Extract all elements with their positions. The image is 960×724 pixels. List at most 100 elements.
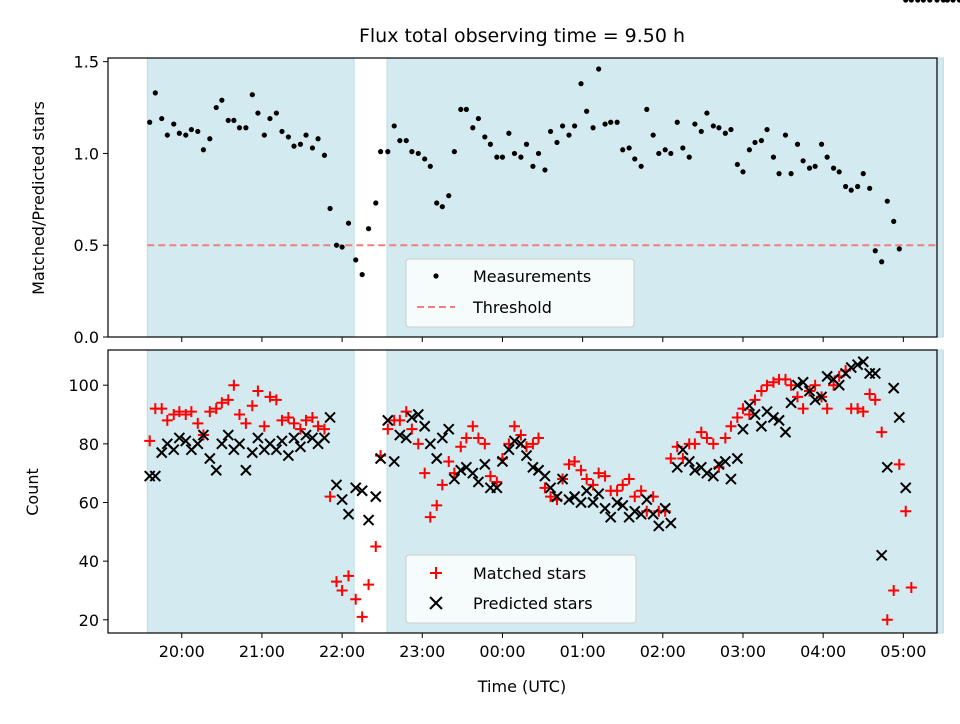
matched-star-point	[424, 511, 436, 523]
y-tick-label: 0.0	[74, 328, 99, 347]
measurement-point	[365, 226, 372, 232]
measurement-point	[219, 97, 225, 103]
predicted-star-point	[809, 394, 821, 406]
legend-predicted-label: Predicted stars	[473, 594, 593, 613]
measurement-point	[927, 0, 933, 3]
predicted-star-point	[773, 414, 785, 427]
predicted-star-point	[821, 370, 833, 383]
matched-star-point	[228, 379, 240, 391]
matched-star-point	[864, 388, 876, 400]
y-tick-label: 60	[79, 493, 99, 512]
predicted-star-point	[683, 455, 695, 468]
predicted-star-point	[412, 408, 424, 421]
measurement-point	[147, 119, 153, 125]
matched-star-point	[350, 593, 362, 605]
matched-star-point	[467, 420, 479, 432]
legend-matched-marker	[430, 567, 442, 579]
measurement-point	[482, 134, 488, 140]
matched-star-point	[623, 473, 635, 485]
matched-star-point	[270, 394, 282, 406]
matched-star-point	[356, 611, 368, 623]
measurement-point	[547, 128, 554, 135]
measurement-point	[487, 141, 494, 147]
predicted-star-point	[857, 356, 869, 368]
matched-star-point	[276, 414, 288, 426]
matched-star-point	[343, 570, 355, 582]
x-tick-label: 23:00	[399, 642, 445, 661]
measurement-point	[908, 0, 914, 3]
matched-star-point	[599, 470, 611, 482]
matched-star-point	[527, 438, 539, 450]
predicted-star-point	[149, 470, 162, 482]
matched-star-point	[689, 438, 701, 450]
measurement-point	[800, 158, 806, 164]
chart-title: Flux total observing time = 9.50 h	[359, 25, 685, 47]
measurement-point	[164, 132, 170, 138]
measurement-point	[451, 149, 457, 155]
matched-star-point	[282, 411, 294, 423]
predicted-star-point	[635, 508, 647, 520]
matched-star-point	[629, 491, 641, 503]
measurement-point	[758, 137, 765, 144]
y-tick-label: 100	[68, 376, 99, 395]
predicted-star-point	[424, 438, 437, 450]
measurement-point	[200, 147, 207, 153]
matched-star-point	[876, 426, 888, 438]
measurement-point	[523, 141, 530, 147]
measurement-point	[333, 242, 340, 248]
measurement-point	[152, 90, 158, 96]
matched-star-point	[593, 467, 605, 479]
matched-star-point	[761, 379, 773, 391]
predicted-star-point	[270, 444, 283, 456]
measurement-point	[535, 150, 542, 157]
measurement-point	[692, 121, 698, 127]
predicted-star-point	[689, 464, 701, 476]
predicted-star-point	[527, 461, 539, 474]
measurement-point	[530, 163, 536, 169]
matched-star-point	[258, 420, 270, 432]
measurement-point	[668, 150, 674, 157]
predicted-star-point	[743, 400, 756, 412]
y-tick-label: 0.5	[74, 236, 99, 255]
matched-star-point	[821, 403, 833, 415]
predicted-star-point	[282, 449, 295, 462]
measurement-point	[559, 123, 566, 129]
matched-star-point	[394, 414, 406, 426]
measurement-point	[255, 110, 261, 116]
flux-ratio-ylabel: Matched/Predicted stars	[29, 101, 48, 295]
measurement-point	[794, 141, 801, 147]
measurement-point	[207, 136, 213, 142]
matched-star-point	[797, 403, 809, 415]
measurement-point	[776, 171, 782, 177]
predicted-star-point	[767, 411, 780, 424]
measurement-point	[644, 106, 650, 112]
predicted-star-point	[168, 444, 180, 456]
predicted-star-point	[563, 493, 575, 506]
matched-star-point	[382, 423, 394, 435]
predicted-star-point	[875, 549, 888, 561]
matched-star-point	[252, 385, 264, 397]
matched-star-point	[828, 379, 840, 391]
predicted-star-point	[575, 496, 587, 509]
measurement-point	[427, 163, 433, 169]
matched-star-point	[419, 467, 431, 479]
measurement-point	[788, 171, 794, 177]
predicted-star-point	[604, 511, 617, 523]
measurement-point	[956, 0, 960, 3]
measurement-point	[439, 204, 445, 210]
measurement-point	[273, 110, 279, 116]
matched-star-point	[857, 406, 869, 418]
predicted-star-point	[436, 432, 449, 444]
measurement-point	[602, 121, 608, 127]
matched-star-point	[791, 391, 803, 403]
measurement-point	[686, 154, 692, 160]
matched-star-point	[288, 417, 300, 429]
measurement-point	[267, 115, 273, 122]
legend-measurements-label: Measurements	[473, 267, 591, 286]
matched-star-point	[216, 397, 228, 409]
predicted-star-point	[173, 432, 186, 444]
matched-star-point	[484, 470, 496, 482]
matched-star-point	[707, 438, 719, 450]
measurement-point	[511, 150, 518, 157]
measurement-point	[710, 123, 716, 129]
